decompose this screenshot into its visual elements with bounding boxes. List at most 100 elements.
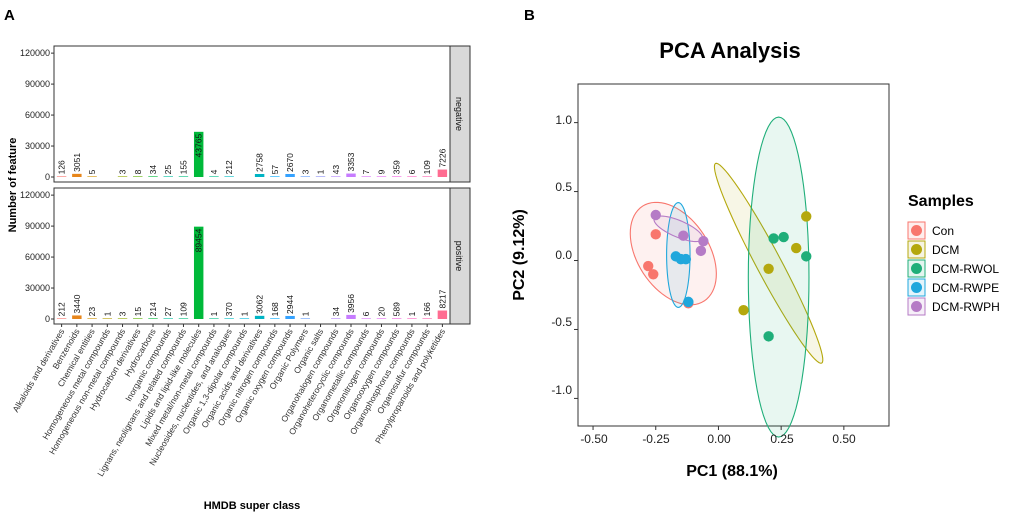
bar-positive-organohalogen-compounds (331, 318, 341, 319)
bar-negative-chemical-entities (87, 176, 97, 177)
bar-negative-organoheterocyclic-compounds (346, 173, 356, 177)
bar-positive-homogeneous-metal-compounds (102, 318, 113, 319)
bar-positive-lignans-neolignans-and-related-compounds (178, 318, 189, 319)
data-label: 3353 (346, 152, 356, 171)
bar-negative-organosulfur-compounds (422, 176, 432, 177)
bar-negative-organic-oxygen-compounds (285, 174, 295, 177)
data-label: 1 (300, 311, 310, 316)
bar-positive-chemical-entities (87, 318, 97, 319)
data-label: 2944 (285, 295, 295, 314)
data-label: 370 (224, 302, 234, 316)
panel-a-facets (53, 45, 471, 325)
data-label: 27 (163, 307, 173, 317)
bar-positive-organic-nitrogen-compounds (270, 318, 280, 319)
bar-negative-benzenoids (72, 173, 82, 177)
y-tick-label: -1.0 (551, 383, 572, 397)
bar-negative-organic-acids-and-derivatives (254, 174, 265, 177)
y-axis-ticks-positive: 0 30000 60000 90000 120000 (20, 190, 50, 324)
bar-negative-hydrocarbon-derivatives (133, 176, 143, 177)
data-label: 155 (178, 160, 188, 174)
y-tick-label: -0.5 (551, 315, 572, 329)
y-tick-label: 60000 (25, 110, 50, 120)
panel-b-label: B (524, 7, 535, 24)
data-label: 4 (209, 169, 219, 174)
y-tick-label: 30000 (25, 141, 50, 151)
y-tick-label: 0.0 (555, 248, 572, 262)
data-label: 34 (331, 307, 341, 317)
data-label: 20 (376, 307, 386, 317)
bar-positive-organic-acids-and-derivatives (254, 315, 265, 319)
x-tick-label: 0.25 (770, 432, 794, 446)
y-axis-title: Number of feature (7, 138, 19, 233)
bar-positive-alkaloids-and-derivatives (56, 318, 67, 319)
panel-a-label: A (4, 7, 15, 24)
data-label: 6 (361, 311, 371, 316)
legend-label: DCM-RWPH (932, 300, 1000, 314)
data-label: 89454 (194, 228, 204, 252)
data-label: 109 (422, 160, 432, 174)
y-tick-label: 60000 (25, 252, 50, 262)
x-axis-title: HMDB super class (204, 500, 301, 512)
point-dcm (738, 304, 749, 316)
point-dcm-rwol (778, 231, 789, 243)
legend-label: DCM-RWPE (932, 281, 999, 295)
bar-negative-lignans-neolignans-and-related-compounds (178, 176, 189, 177)
legend-item-dcm: DCM (907, 240, 959, 259)
legend-key-dot (911, 282, 922, 293)
bar-positive-hydrocarbon-derivatives (133, 318, 143, 319)
x-tick-label: -0.50 (580, 432, 608, 446)
bar-negative-hydrocarbons (148, 176, 158, 177)
data-label: 1 (316, 169, 326, 174)
y-axis-title: PC2 (9.12%) (511, 209, 528, 301)
point-dcm-rwol (768, 233, 779, 244)
ellipse-dcm-rwol (747, 116, 810, 438)
bar-negative-mixed-metal-non-metal-compounds (209, 176, 219, 177)
data-label: 7226 (437, 148, 447, 167)
bar-negative-nucleosides-nucleotides-and-analogues (224, 176, 234, 177)
axis-tick-marks (574, 122, 845, 430)
bar-positive-nucleosides-nucleotides-and-analogues (224, 318, 234, 319)
panel-a: A negative positive 0 30000 60000 90000 … (4, 7, 471, 512)
data-label: 3440 (72, 294, 82, 313)
point-dcm-rwol (763, 331, 774, 342)
bar-negative-organohalogen-compounds (331, 176, 341, 177)
data-label: 212 (57, 302, 67, 316)
data-label: 1 (102, 311, 112, 316)
data-label: 214 (148, 302, 158, 316)
point-dcm (801, 211, 812, 222)
y-tick-label: 0.5 (555, 180, 572, 194)
point-dcm-rwpe (683, 296, 694, 308)
y-tick-label: 1.0 (555, 113, 572, 127)
data-label: 43765 (194, 134, 204, 158)
plot-area (577, 83, 890, 427)
data-label: 3 (118, 311, 128, 316)
x-tick-label: -0.25 (642, 432, 670, 446)
data-label: 109 (178, 302, 188, 316)
y-tick-label: 30000 (25, 283, 50, 293)
legend-item-con: Con (907, 221, 954, 240)
data-label: 6 (407, 169, 417, 174)
data-label: 3062 (255, 295, 265, 314)
bar-positive-homogeneous-non-metal-compounds (117, 318, 128, 319)
bar-negative-organometallic-compounds (361, 176, 371, 177)
data-label: 166 (422, 302, 432, 316)
point-dcm (763, 263, 774, 274)
x-tick-labels: -0.50 -0.25 0.00 0.25 0.50 (580, 432, 856, 446)
data-label: 7 (361, 169, 371, 174)
bar-positive-mixed-metal-non-metal-compounds (209, 318, 219, 319)
bar-positive-inorganic-compounds (163, 318, 173, 319)
bar-negative-phenylpropanoids-and-polyketides (437, 169, 448, 177)
data-label: 589 (392, 302, 402, 316)
x-axis-title: PC1 (88.1%) (686, 463, 778, 480)
facet-positive-label: positive (454, 241, 464, 272)
data-label: 8 (133, 169, 143, 174)
bar-positive-organophosphorus-compounds (407, 318, 417, 319)
bar-negative-organooxygen-compounds (391, 176, 402, 177)
point-dcm-rwpe (680, 253, 692, 265)
bar-positive-lipids-and-lipid-like-molecules (193, 226, 204, 319)
point-dcm-rwol (801, 251, 812, 262)
x-tick-label: 0.50 (832, 432, 856, 446)
y-tick-label: 0 (45, 314, 50, 324)
data-label: 34 (148, 165, 158, 175)
